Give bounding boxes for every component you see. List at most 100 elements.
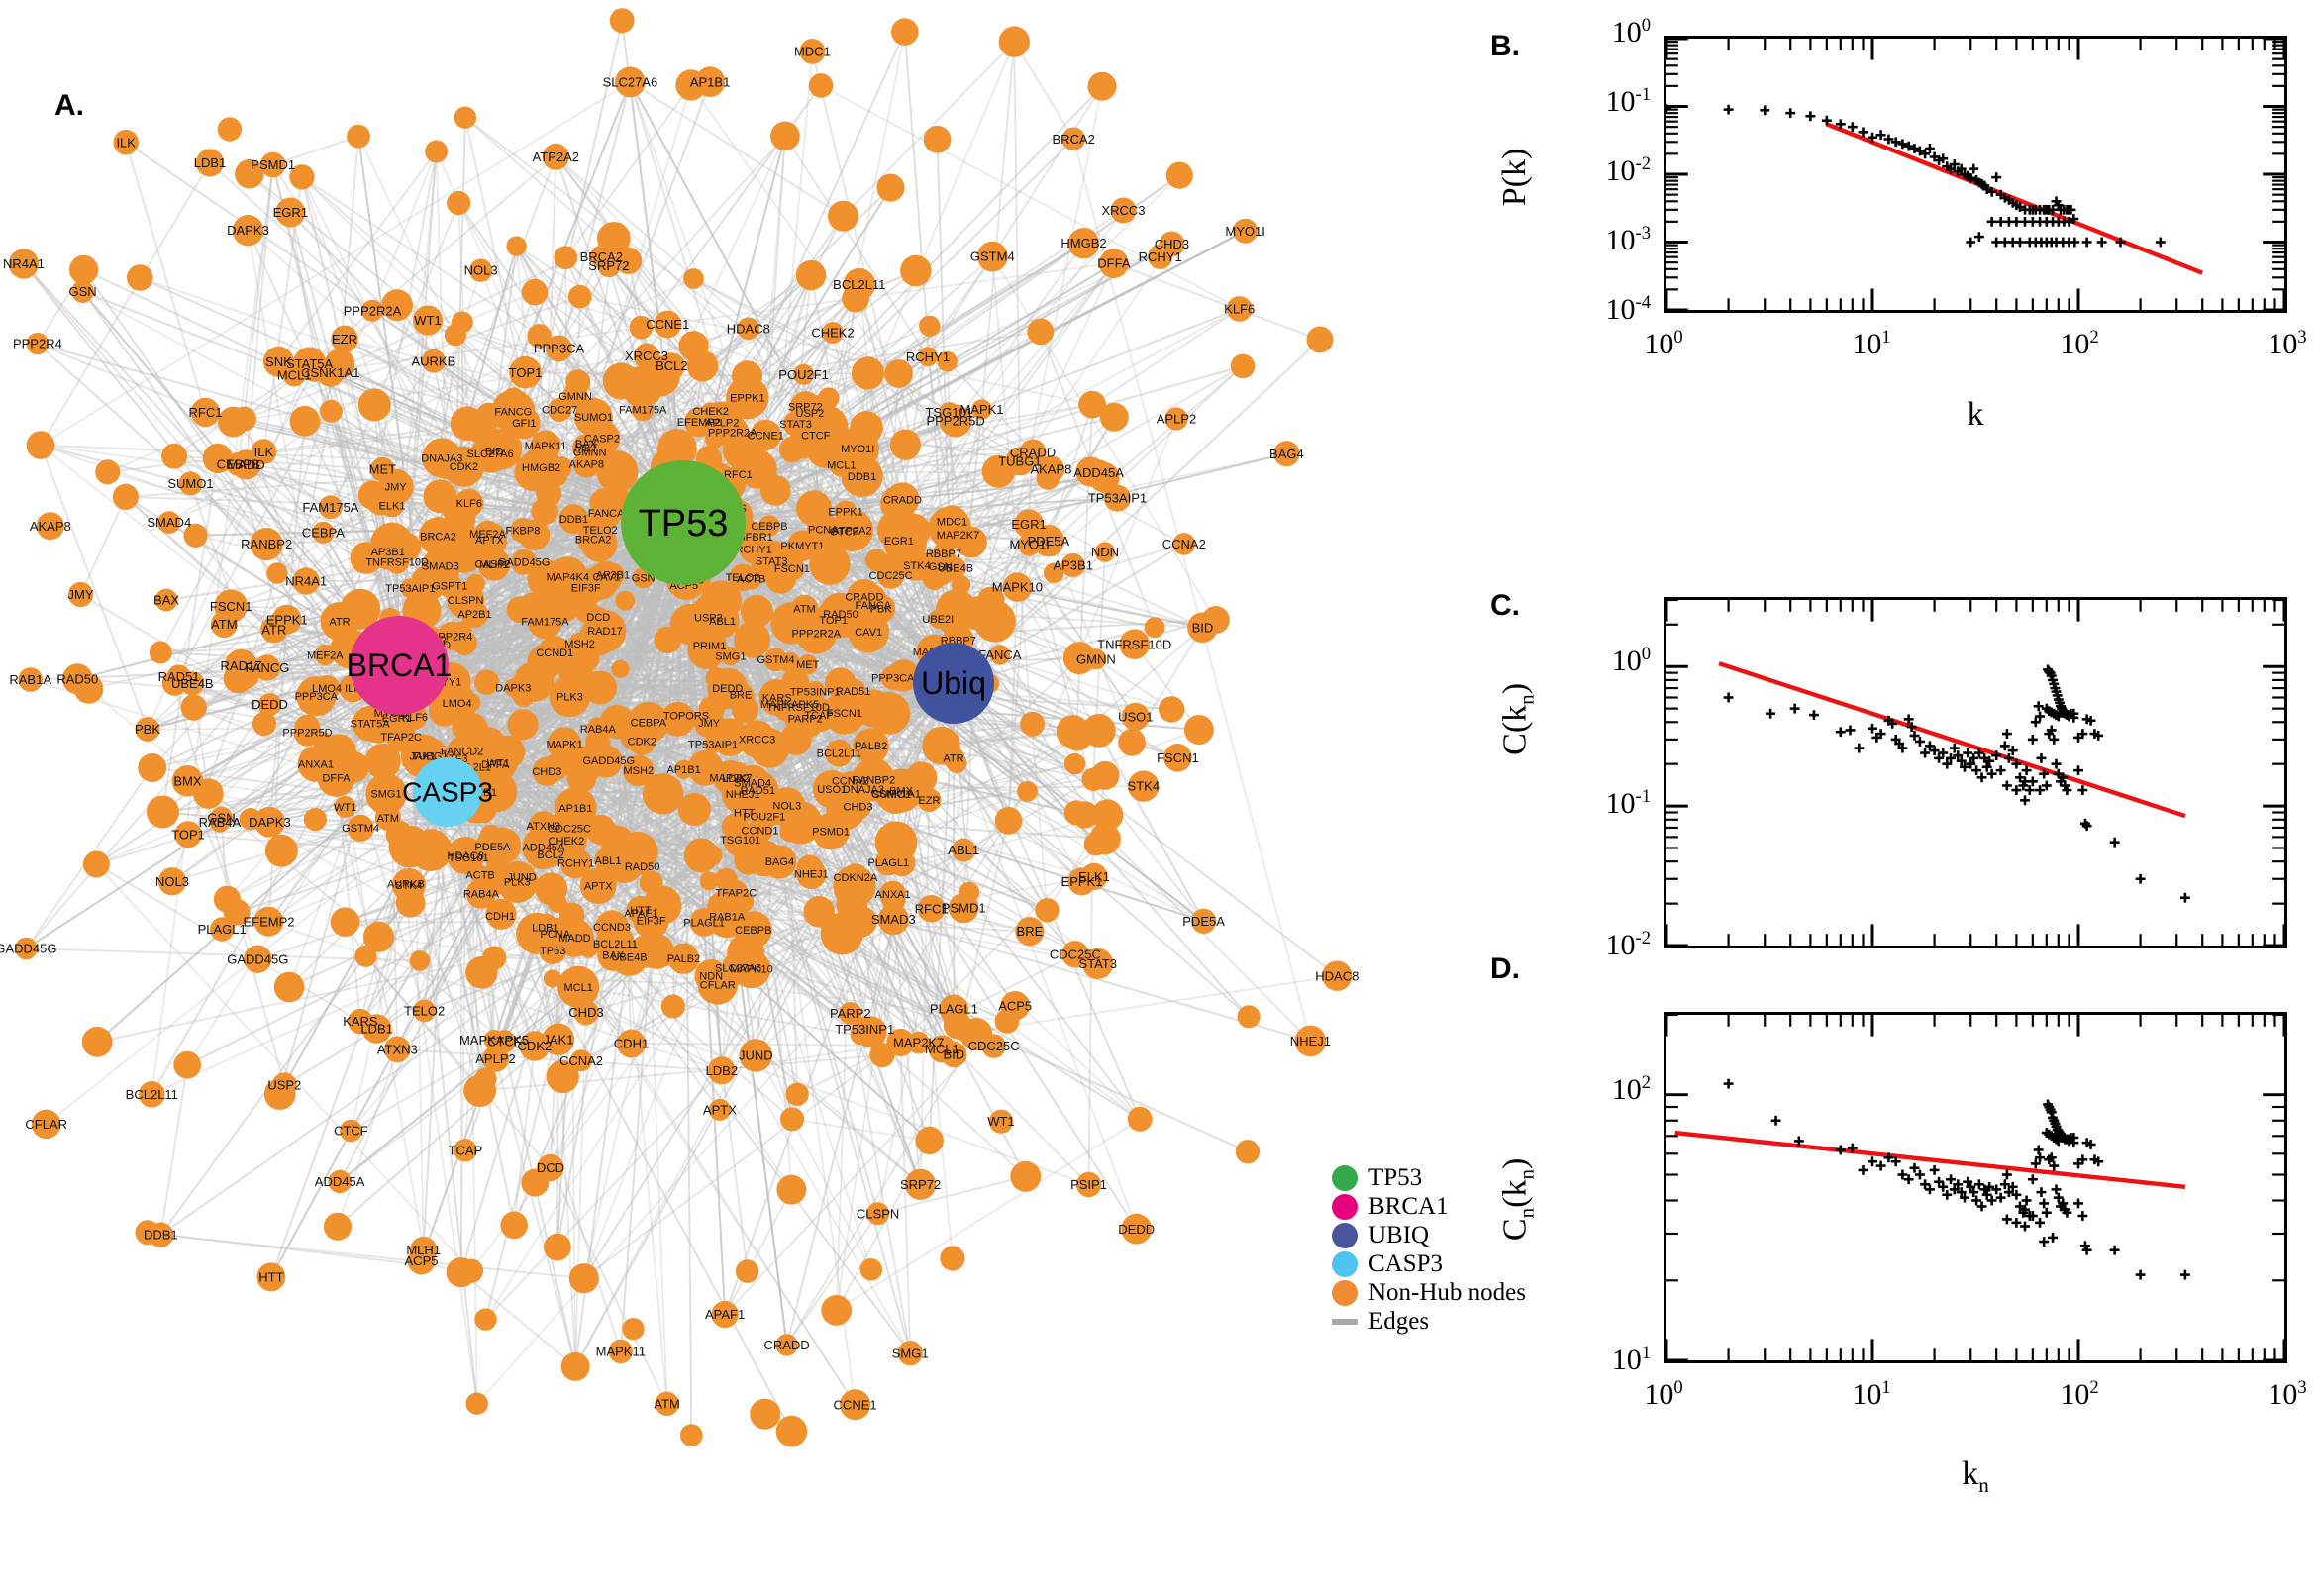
network-node[interactable]: [923, 125, 952, 153]
network-node[interactable]: [971, 399, 992, 420]
network-node[interactable]: [135, 717, 160, 742]
network-node[interactable]: [388, 825, 432, 868]
network-node[interactable]: [364, 743, 401, 780]
network-node[interactable]: [474, 1308, 497, 1331]
network-node[interactable]: [359, 708, 396, 744]
network-node[interactable]: [851, 356, 885, 390]
network-node[interactable]: [384, 1036, 411, 1063]
network-node[interactable]: [444, 324, 466, 347]
network-node[interactable]: [112, 483, 139, 510]
network-node[interactable]: [998, 26, 1030, 57]
network-node[interactable]: [161, 443, 188, 469]
network-node[interactable]: [362, 921, 395, 952]
network-node[interactable]: [952, 838, 976, 862]
network-node[interactable]: [548, 397, 572, 422]
network-node[interactable]: [565, 369, 591, 395]
network-node[interactable]: [1306, 326, 1334, 353]
network-node[interactable]: [1027, 318, 1055, 346]
network-node[interactable]: [853, 728, 889, 764]
network-node[interactable]: [1165, 161, 1193, 189]
network-node[interactable]: [586, 717, 610, 741]
network-node[interactable]: [319, 399, 343, 423]
network-node[interactable]: [1015, 917, 1045, 947]
network-node[interactable]: [425, 140, 449, 163]
network-node[interactable]: [959, 881, 980, 903]
network-node[interactable]: [776, 1174, 807, 1205]
network-node[interactable]: [180, 694, 207, 721]
network-node[interactable]: [1119, 629, 1150, 659]
network-node[interactable]: [157, 511, 181, 534]
network-node[interactable]: [579, 867, 617, 904]
network-node[interactable]: [822, 322, 844, 344]
network-node[interactable]: [803, 896, 835, 928]
network-node[interactable]: [880, 665, 905, 690]
network-node[interactable]: [895, 513, 931, 549]
network-node[interactable]: [544, 1233, 571, 1261]
network-node[interactable]: [770, 121, 800, 151]
network-node[interactable]: [347, 814, 374, 843]
network-node[interactable]: [529, 811, 558, 841]
network-node[interactable]: [701, 402, 720, 421]
network-node[interactable]: [1230, 353, 1256, 379]
network-node[interactable]: [546, 335, 572, 362]
network-node[interactable]: [922, 726, 960, 765]
network-node[interactable]: [821, 1295, 853, 1326]
network-node[interactable]: [1091, 799, 1124, 832]
network-node[interactable]: [500, 1211, 528, 1240]
network-node[interactable]: [1017, 781, 1038, 802]
network-node[interactable]: [518, 519, 551, 550]
network-node[interactable]: [330, 907, 360, 937]
network-node[interactable]: [1005, 447, 1035, 476]
network-node[interactable]: [804, 681, 826, 702]
network-node[interactable]: [705, 666, 728, 689]
network-node[interactable]: [796, 490, 833, 527]
network-node[interactable]: [710, 718, 750, 756]
network-node[interactable]: [538, 636, 572, 670]
network-node[interactable]: [793, 609, 822, 638]
network-node[interactable]: [797, 417, 834, 453]
network-node[interactable]: [570, 1049, 592, 1072]
network-node[interactable]: [485, 898, 517, 930]
network-node[interactable]: [740, 567, 762, 590]
network-node[interactable]: [639, 870, 663, 895]
network-node[interactable]: [739, 535, 768, 564]
network-node[interactable]: [253, 806, 285, 838]
network-node[interactable]: [483, 1030, 505, 1050]
network-node[interactable]: [615, 590, 636, 611]
network-node[interactable]: [793, 363, 815, 385]
network-node[interactable]: [622, 1318, 645, 1341]
network-node[interactable]: [394, 872, 418, 896]
network-node[interactable]: [941, 1041, 967, 1068]
network-node[interactable]: [583, 670, 617, 705]
network-node[interactable]: [699, 871, 719, 891]
network-node[interactable]: [149, 641, 172, 664]
network-node[interactable]: [750, 1398, 781, 1430]
network-node[interactable]: [454, 621, 472, 640]
network-node[interactable]: [940, 1246, 965, 1271]
network-node[interactable]: [891, 18, 919, 46]
network-node[interactable]: [620, 721, 650, 750]
network-node[interactable]: [797, 654, 818, 675]
network-node[interactable]: [1128, 770, 1160, 802]
network-node[interactable]: [609, 8, 635, 34]
network-node[interactable]: [273, 971, 305, 1003]
network-node[interactable]: [705, 430, 725, 449]
network-node[interactable]: [884, 359, 913, 388]
network-node[interactable]: [758, 679, 796, 716]
network-node[interactable]: [759, 474, 791, 506]
network-node[interactable]: [936, 589, 977, 631]
network-node[interactable]: [476, 771, 518, 812]
network-node[interactable]: [917, 895, 946, 923]
network-node[interactable]: [733, 621, 771, 658]
network-node[interactable]: [917, 347, 938, 367]
network-node[interactable]: [474, 669, 500, 695]
network-node[interactable]: [595, 910, 629, 944]
network-node[interactable]: [318, 495, 343, 520]
network-node[interactable]: [1035, 898, 1060, 923]
network-node[interactable]: [555, 787, 597, 830]
network-node[interactable]: [456, 846, 481, 870]
network-node[interactable]: [1183, 715, 1214, 745]
network-node[interactable]: [989, 645, 1011, 665]
network-node[interactable]: [546, 1059, 579, 1094]
network-node[interactable]: [146, 795, 179, 829]
